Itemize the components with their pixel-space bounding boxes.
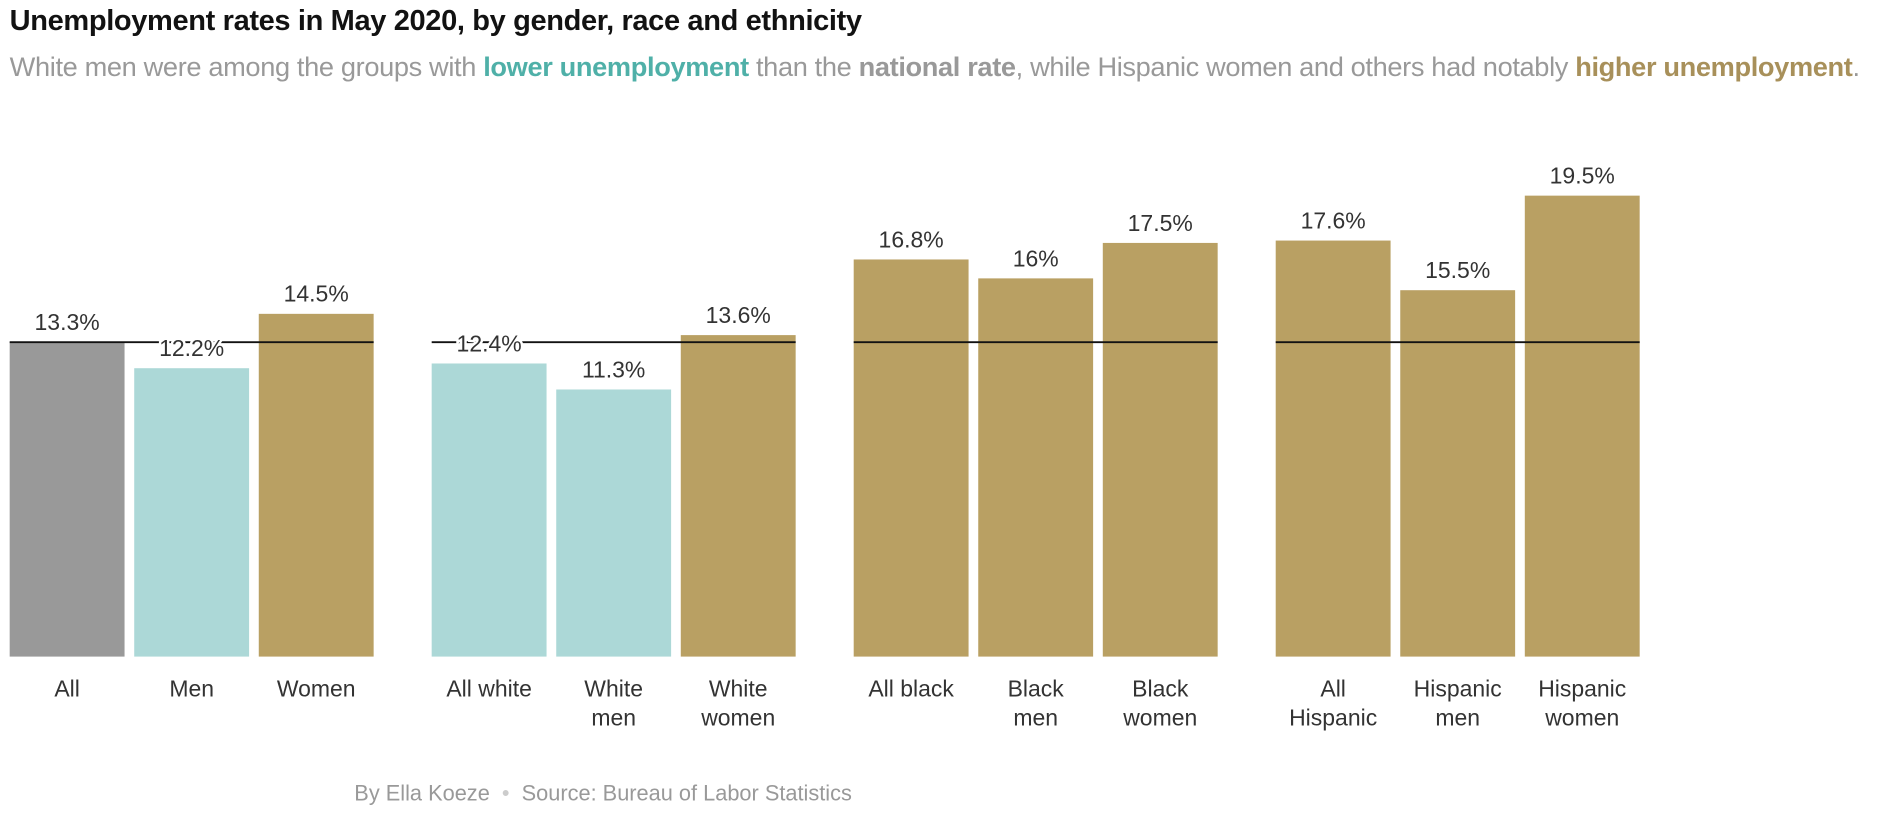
category-label: men [1435,705,1480,731]
bar [853,259,969,657]
bar [134,368,250,657]
value-label: 15.5% [1425,257,1490,283]
bar [1524,195,1640,657]
category-label: women [1122,705,1197,731]
subtitle-text: White men were among the groups with [9,51,484,83]
category-label: Women [277,675,356,701]
bar [1400,290,1516,657]
bar [556,389,672,657]
bar [978,278,1094,657]
category-label: men [1013,705,1058,731]
bar [9,342,125,657]
category-label: All [1320,675,1346,701]
category-label: men [591,705,636,731]
value-label: 16% [1013,245,1059,271]
value-label: 16.8% [879,226,944,252]
category-label: women [700,705,775,731]
category-label: White [709,675,768,701]
bar [1102,242,1218,657]
value-label: 12.4% [457,330,522,356]
category-label: Hispanic [1538,675,1626,701]
separator-dot: • [501,781,510,806]
subtitle-text: , while Hispanic women and others had no… [1015,51,1576,83]
category-label: All white [446,675,532,701]
value-label: 19.5% [1550,163,1615,189]
value-label: 14.5% [284,281,349,307]
category-label: Men [169,675,214,701]
value-label: 12.2% [159,335,224,361]
bar [1275,240,1391,657]
value-label: 13.3% [35,309,100,335]
footer: By Ella Koeze • Source: Bureau of Labor St… [354,781,852,806]
category-label: Hispanic [1414,675,1502,701]
category-label: Hispanic [1289,705,1377,731]
bar [258,313,374,657]
value-label: 13.6% [706,302,771,328]
value-label: 17.5% [1128,210,1193,236]
category-label: Black [1132,675,1189,701]
subtitle-lower-highlight: lower unemployment [483,51,749,83]
category-label: All black [868,675,954,701]
value-label: 17.6% [1301,207,1366,233]
category-label: Black [1008,675,1065,701]
category-label: All [54,675,80,701]
category-label: White [584,675,643,701]
subtitle-text: . [1852,51,1861,83]
category-label: women [1544,705,1619,731]
bar [680,335,796,657]
chart-title: Unemployment rates in May 2020, by gende… [9,4,862,38]
chart-subtitle: White men were among the groups with low… [10,46,1896,90]
subtitle-text: than the [748,51,859,83]
subtitle-higher-highlight: higher unemployment [1575,51,1853,83]
bar [431,363,547,657]
byline: By Ella Koeze [354,781,490,806]
subtitle-national-highlight: national rate [858,51,1016,83]
source: Source: Bureau of Labor Statistics [521,781,852,806]
value-label: 11.3% [582,356,645,382]
